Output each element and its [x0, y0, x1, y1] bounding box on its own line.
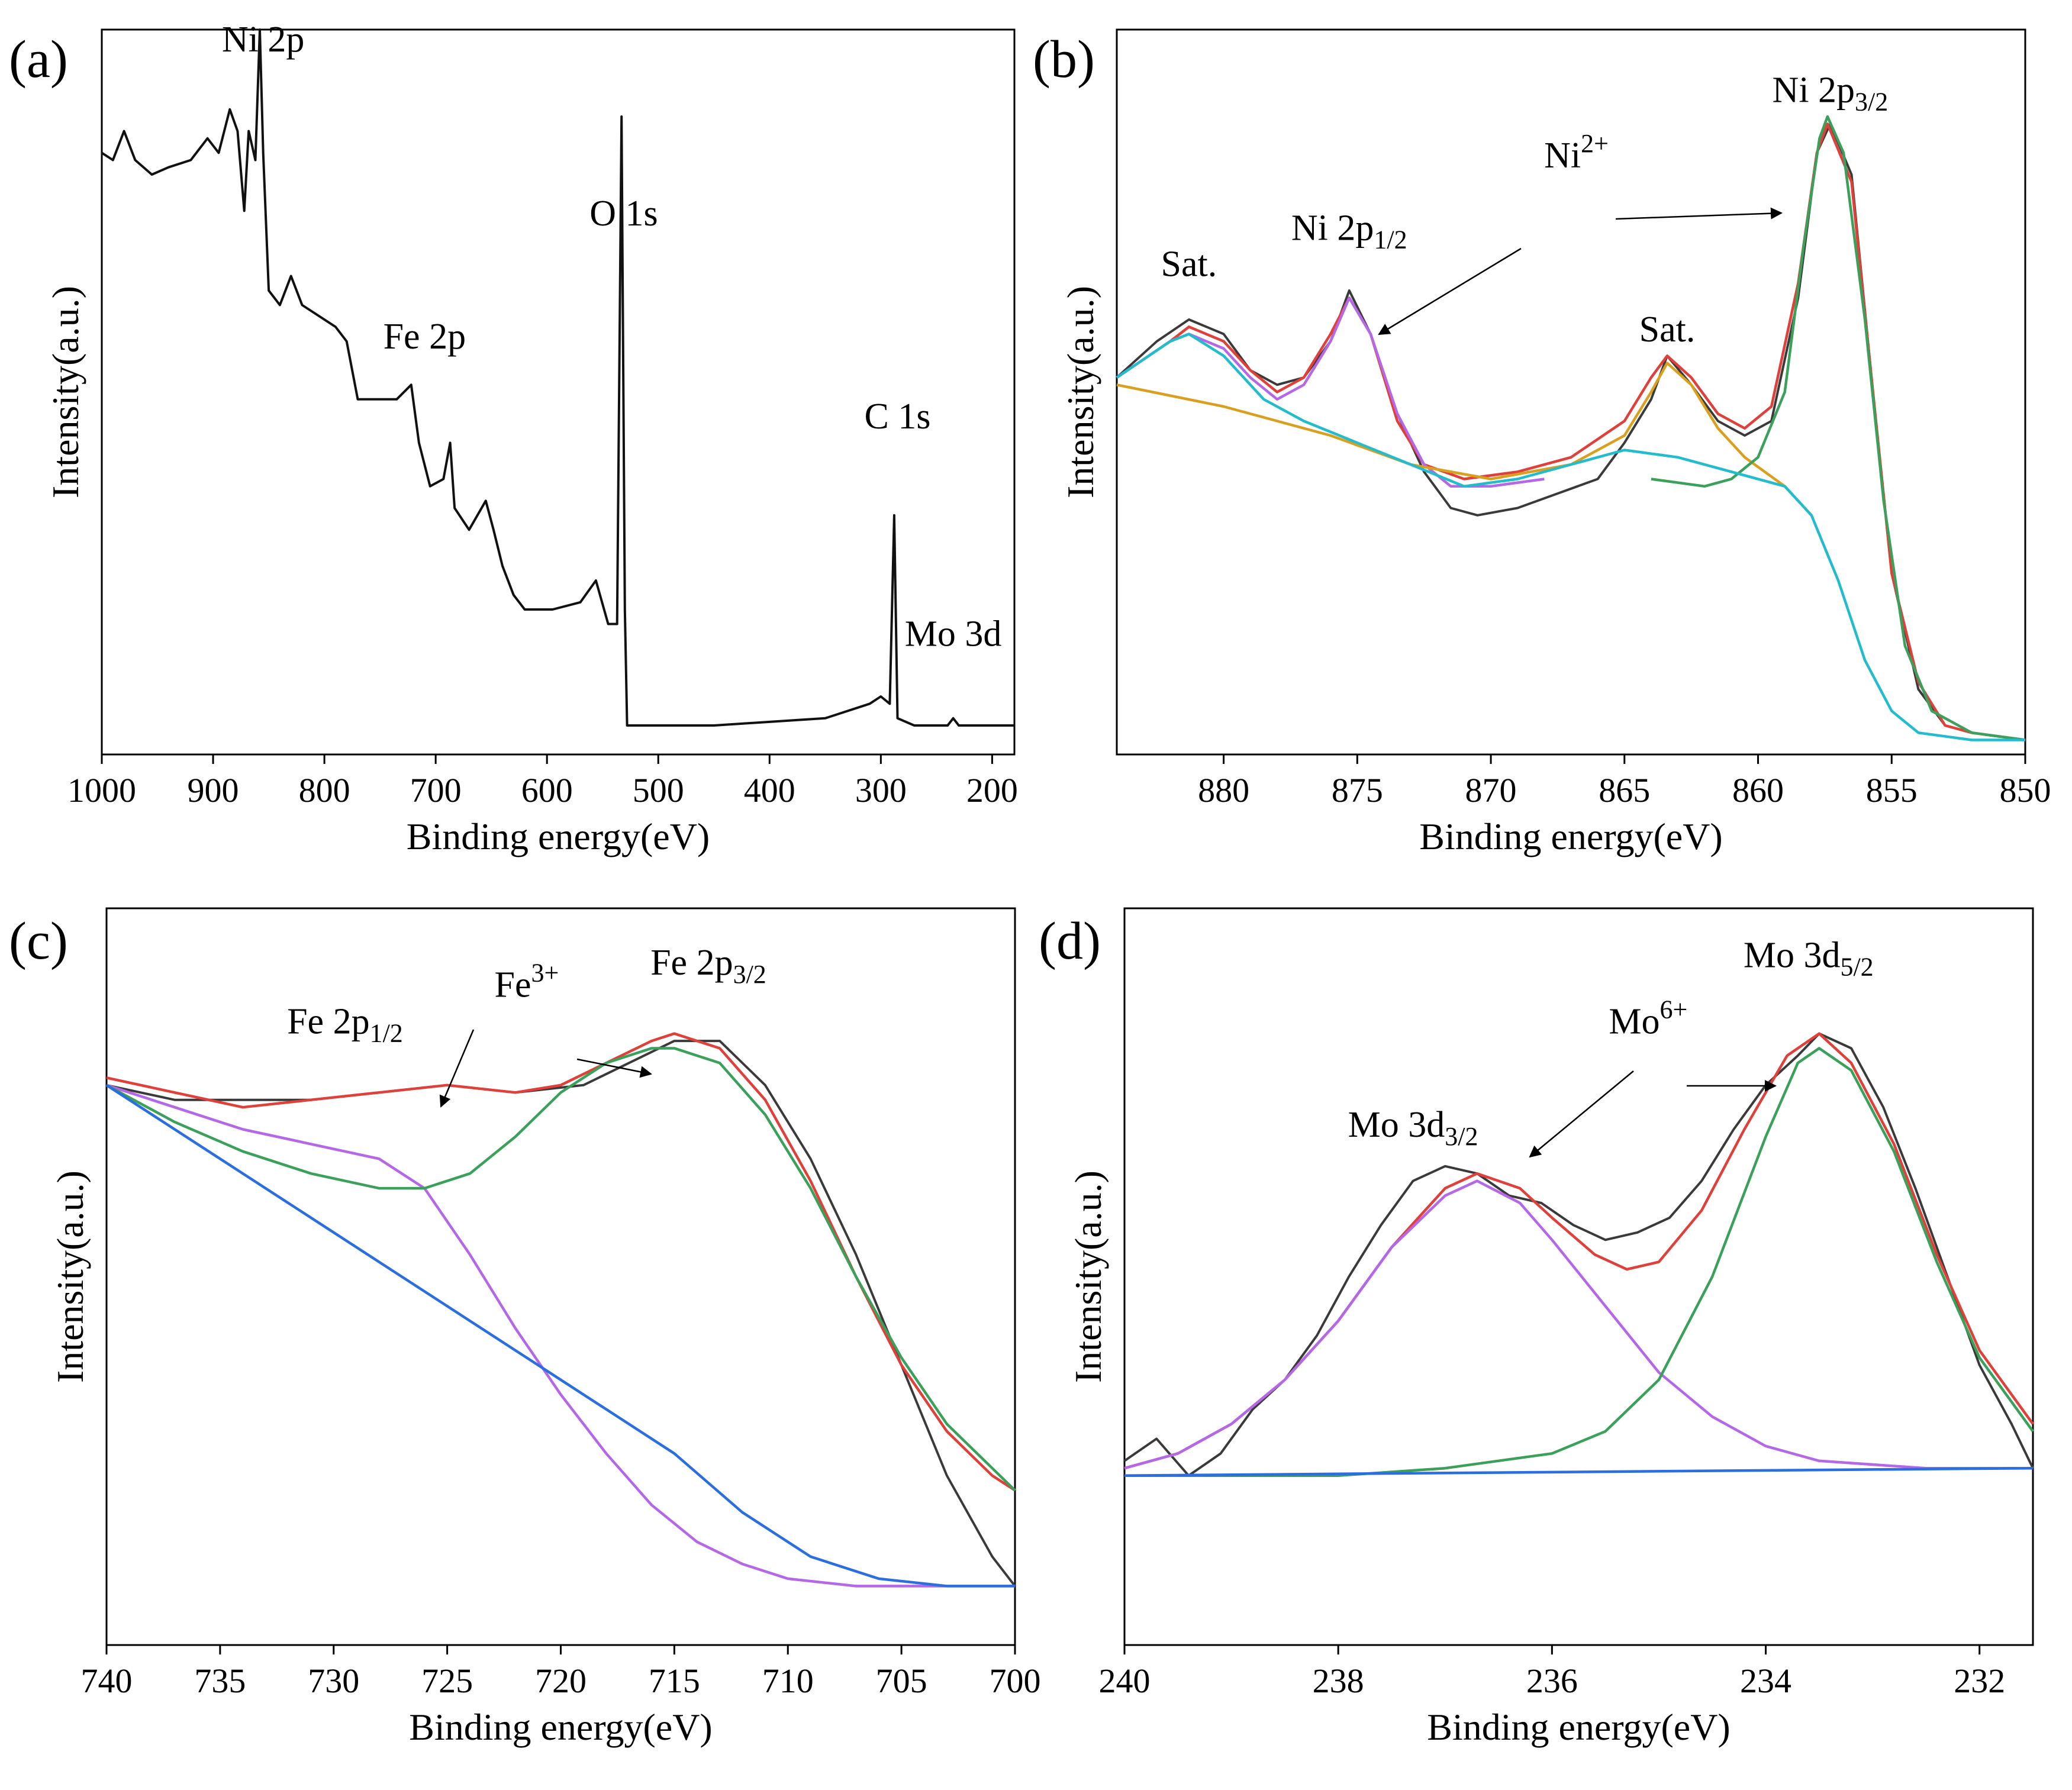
panel-d-x-tick-label: 240 — [1099, 1662, 1151, 1700]
panel-c-x-tick-label: 700 — [990, 1662, 1041, 1700]
panel-c-x-tick-label: 720 — [535, 1662, 587, 1700]
panel-b-x-tick-label: 870 — [1465, 771, 1517, 809]
annotation-arrow — [1378, 247, 1522, 336]
panel-label-c: (c) — [9, 912, 68, 970]
panel-c-x-tick-label: 730 — [308, 1662, 359, 1700]
panel-d-series-mo3d3-2-component — [1124, 1179, 2033, 1470]
panel-b-annotation: Ni 2p3/2 — [1773, 70, 1889, 117]
panel-b: 880 875 870 865 860 855 850 Binding energy(eV) I… — [1059, 28, 2051, 857]
panel-c-series-fe2p3-2-component — [105, 1047, 1016, 1492]
panel-d-y-axis-label: Intensity(a.u.) — [1067, 1170, 1109, 1383]
panel-b-x-axis-label: Binding energy(eV) — [1419, 815, 1722, 857]
panel-a-x-tick-label: 500 — [633, 771, 684, 809]
panel-a-annotation: C 1s — [865, 396, 931, 437]
panel-a-plot-frame — [101, 28, 1016, 756]
panel-b-x-tick-label: 850 — [2000, 771, 2051, 809]
panel-a-annotation: Ni 2p — [222, 20, 305, 60]
panel-label-a: (a) — [9, 30, 68, 89]
panel-c-x-tick-label: 710 — [762, 1662, 814, 1700]
panel-c-x-tick-label: 705 — [876, 1662, 927, 1700]
panel-a-x-tick-label: 1000 — [67, 771, 136, 809]
panel-d-x-tick-label: 234 — [1740, 1662, 1791, 1700]
panel-b-x-tick-label: 875 — [1332, 771, 1383, 809]
annotation-arrow — [1615, 207, 1783, 220]
panel-b-y-axis-label: Intensity(a.u.) — [1059, 286, 1101, 498]
panel-d-annotation: Mo6+ — [1609, 995, 1687, 1042]
annotation-arrow — [576, 1058, 652, 1078]
panel-c-x-tick-label: 725 — [421, 1662, 473, 1700]
panel-d: 240 238 236 234 232 Binding energy(eV) Intensi… — [1067, 907, 2034, 1748]
panel-a-x-tick-label: 200 — [966, 771, 1018, 809]
panel-d-plot-frame — [1123, 907, 2034, 1646]
panel-label-b: (b) — [1033, 30, 1095, 89]
panel-a-x-tick-label: 300 — [855, 771, 907, 809]
panel-b-x-tick-label: 860 — [1732, 771, 1784, 809]
panel-c-y-axis-label: Intensity(a.u.) — [49, 1170, 91, 1383]
panel-b-series-ni2p1-2-component — [1116, 296, 1545, 488]
panel-d-series-mo3d5-2-component — [1124, 1047, 2034, 1477]
panel-c-x-tick-label: 740 — [81, 1662, 133, 1700]
panel-b-x-tick-label: 880 — [1198, 771, 1249, 809]
panel-a-x-tick-label: 800 — [299, 771, 350, 809]
panel-a-x-tick-label: 700 — [410, 771, 462, 809]
panel-b-plot-frame — [1116, 28, 2026, 756]
panel-c-series-fe2p1-2-component — [106, 1083, 1015, 1588]
annotation-arrow — [439, 1029, 475, 1108]
panel-a: 1000 900 800 700 600 500 400 300 200 Binding ener… — [44, 20, 1018, 857]
panel-a-x-tick-label: 900 — [188, 771, 239, 809]
panel-a-annotation: Fe 2p — [384, 317, 466, 357]
annotation-arrow — [1529, 1070, 1634, 1158]
panel-a-x-tick-label: 400 — [744, 771, 795, 809]
panel-label-d: (d) — [1039, 912, 1101, 970]
panel-d-x-tick-label: 238 — [1313, 1662, 1364, 1700]
panel-a-y-axis-label: Intensity(a.u.) — [44, 286, 86, 498]
panel-b-series-sat-component — [1116, 362, 1813, 517]
panel-c-x-tick-label: 735 — [194, 1662, 246, 1700]
panel-d-series-background — [1124, 1466, 2034, 1477]
panel-a-annotation: Mo 3d — [905, 614, 1002, 654]
panel-b-annotation: Sat. — [1639, 309, 1696, 350]
panel-b-annotation: Sat. — [1161, 244, 1217, 285]
panel-b-series-ni2p3-2-component — [1651, 115, 2026, 741]
panel-d-x-tick-label: 236 — [1526, 1662, 1578, 1700]
panel-c-x-axis-label: Binding energy(eV) — [409, 1706, 712, 1748]
panel-a-series-survey — [101, 28, 1014, 727]
annotation-arrows — [439, 207, 1783, 1158]
panel-d-annotation: Mo 3d3/2 — [1348, 1105, 1478, 1151]
panel-d-x-tick-label: 232 — [1954, 1662, 2005, 1700]
panel-c: 740 735 730 725 720 715 710 705 700 Binding energ… — [49, 907, 1041, 1748]
panel-c-x-tick-label: 715 — [649, 1662, 700, 1700]
panel-b-x-tick-label: 855 — [1866, 771, 1918, 809]
panel-c-series-fit-envelope — [106, 1032, 1016, 1492]
panel-a-x-axis-label: Binding energy(eV) — [407, 815, 710, 857]
panel-c-series-background — [105, 1083, 1015, 1588]
panel-b-series-background — [1116, 333, 2025, 741]
panel-a-x-tick-label: 600 — [521, 771, 573, 809]
panel-d-x-axis-label: Binding energy(eV) — [1427, 1706, 1730, 1748]
panel-b-x-tick-label: 865 — [1599, 771, 1650, 809]
panel-c-annotation: Fe 2p3/2 — [650, 943, 766, 989]
panel-a-annotation: O 1s — [589, 193, 658, 234]
